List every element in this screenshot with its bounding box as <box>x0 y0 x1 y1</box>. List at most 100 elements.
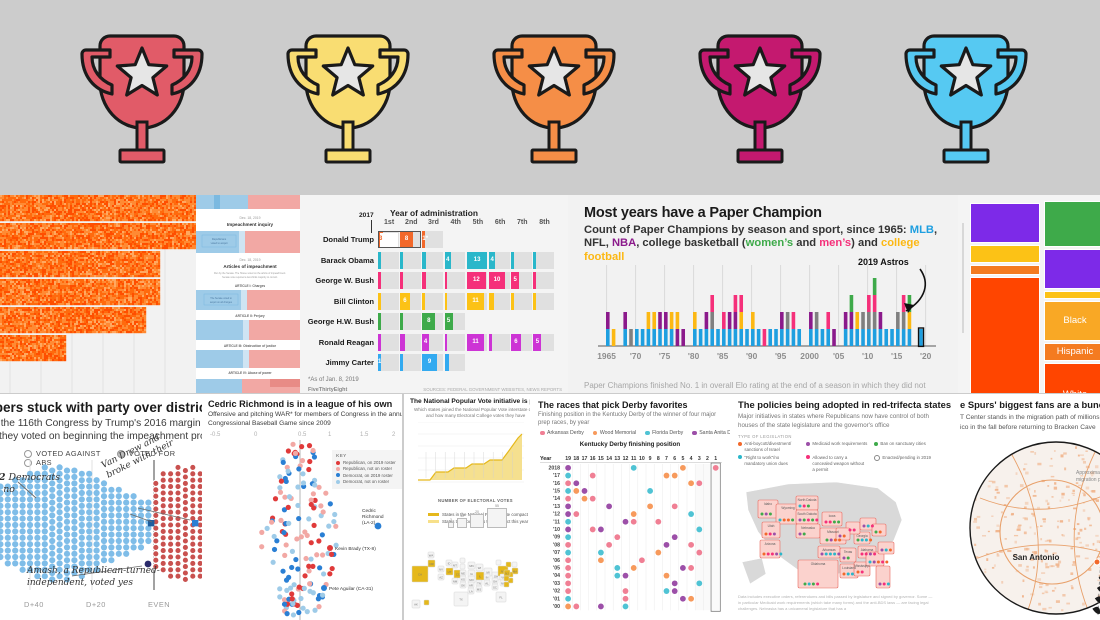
member-dot <box>56 509 63 516</box>
member-dot <box>189 559 197 568</box>
demo-right-seg-2 <box>1044 291 1100 299</box>
npv-legend-label: States in the National Popular Vote comp… <box>442 512 528 517</box>
derby-dot <box>688 511 694 517</box>
member-dot <box>123 512 130 519</box>
admin-value: 1 <box>378 359 382 365</box>
policy-dot <box>779 552 783 556</box>
member-dot <box>63 512 71 519</box>
npv-size-value: 3 <box>450 518 452 522</box>
member-dot <box>49 525 56 532</box>
npv-state-AK <box>411 599 421 609</box>
player-dot <box>326 523 332 529</box>
derby-row-'07: '07 <box>553 550 560 556</box>
policy-dot <box>807 582 811 586</box>
policy-dot <box>764 512 768 516</box>
member-dot <box>189 482 197 491</box>
spurs-subhead-2: ico in the fall before returning to Brac… <box>960 424 1096 431</box>
derby-dot <box>688 595 694 602</box>
derby-col-17: 17 <box>582 456 588 462</box>
panel-impeachment-votes: Dec. 18, 2019 Impeachment inquiry Republic… <box>196 195 304 393</box>
member-dot <box>123 505 130 513</box>
member-dot <box>49 473 56 481</box>
cedric-tick-2: 0.5 <box>298 432 307 438</box>
policy-dot <box>842 572 846 576</box>
member-dot <box>152 492 160 500</box>
member-dot <box>63 569 71 577</box>
member-dot <box>71 493 78 500</box>
player-dot <box>333 523 339 529</box>
policy-dot <box>838 534 842 538</box>
derby-legend-item-2: Florida Derby <box>645 430 683 436</box>
admin-col-5th: 5th <box>472 219 484 226</box>
paper-champion-svg: 1965'70'75'80'85'90'95 2000'05'10'15'20 <box>597 265 936 361</box>
member-dot <box>71 486 78 493</box>
member-dot <box>63 537 71 545</box>
admin-row-5: Ronald Reagan <box>318 337 374 347</box>
member-dot <box>189 489 197 497</box>
member-dot <box>26 477 34 484</box>
member-dot <box>159 559 167 568</box>
trophy-banner <box>0 0 1100 195</box>
trophy-yellow-container <box>278 22 418 172</box>
panel-cedric-richmond: Cedric Richmond is in a league of his ow… <box>202 394 402 620</box>
policy-dot <box>791 518 795 522</box>
player-dot <box>277 485 283 491</box>
policy-dot <box>768 532 772 536</box>
member-dot <box>4 553 11 561</box>
member-dot <box>86 489 93 497</box>
member-dot <box>78 496 85 503</box>
npv-legend-item-1: States that could pass the compact this … <box>428 519 528 524</box>
member-dot <box>4 560 11 567</box>
member-dot <box>19 502 26 509</box>
legend-line: Ban on sanctuary cities <box>880 441 926 446</box>
member-dot <box>108 518 115 525</box>
member-dot <box>137 525 145 532</box>
player-dot <box>327 571 333 577</box>
npv-legend-swatch <box>428 513 439 516</box>
policy-dot <box>878 530 882 534</box>
npv-cartogram: CA OR WA NV AZ ID UT MT CO NM NE KS OK TX MN IA MO AR LA WI… <box>408 526 526 618</box>
member-dot <box>166 527 175 536</box>
player-dot <box>302 529 308 535</box>
derby-dot <box>671 588 678 594</box>
derby-row-'08: '08 <box>553 542 560 548</box>
player-dot <box>312 482 318 488</box>
npv-state-PA <box>495 559 502 566</box>
member-dot <box>78 560 85 567</box>
member-dot <box>26 509 34 516</box>
member-dot <box>181 479 190 488</box>
npv-state-SD <box>459 563 466 570</box>
cedric-key-title: KEY <box>336 453 347 458</box>
member-dot <box>115 512 122 519</box>
member-dot <box>56 566 63 573</box>
member-dot <box>63 563 71 570</box>
derby-dot <box>696 480 703 487</box>
member-dot <box>130 544 137 551</box>
derby-dot <box>565 503 571 510</box>
subhead-part-8: ) and <box>851 237 881 250</box>
member-dot <box>159 534 167 542</box>
admin-highlight-box <box>378 231 421 248</box>
member-dot <box>123 537 130 545</box>
bat-icon <box>1092 606 1100 614</box>
policy-dot <box>802 518 806 522</box>
policy-dot <box>778 518 782 522</box>
derby-col-3: 3 <box>698 456 701 462</box>
player-dot <box>295 566 301 572</box>
player-dot <box>296 515 302 522</box>
member-dot <box>86 566 93 573</box>
player-dot <box>284 464 290 470</box>
derby-legend-item-0: Arkansas Derby <box>540 430 584 436</box>
policy-legend-item-4: Allowed to carry a concealed weapon witho… <box>806 455 870 473</box>
policy-dot <box>880 548 884 552</box>
derby-dot <box>565 495 571 502</box>
derby-dot <box>663 541 670 548</box>
derby-dot <box>565 588 571 594</box>
member-dot <box>123 518 130 525</box>
trophy-icon <box>492 34 616 164</box>
admin-cell <box>378 292 399 310</box>
legend-dot-icon <box>116 450 125 459</box>
derby-dot <box>671 534 678 541</box>
member-dot <box>12 489 19 497</box>
player-dot <box>331 518 337 525</box>
